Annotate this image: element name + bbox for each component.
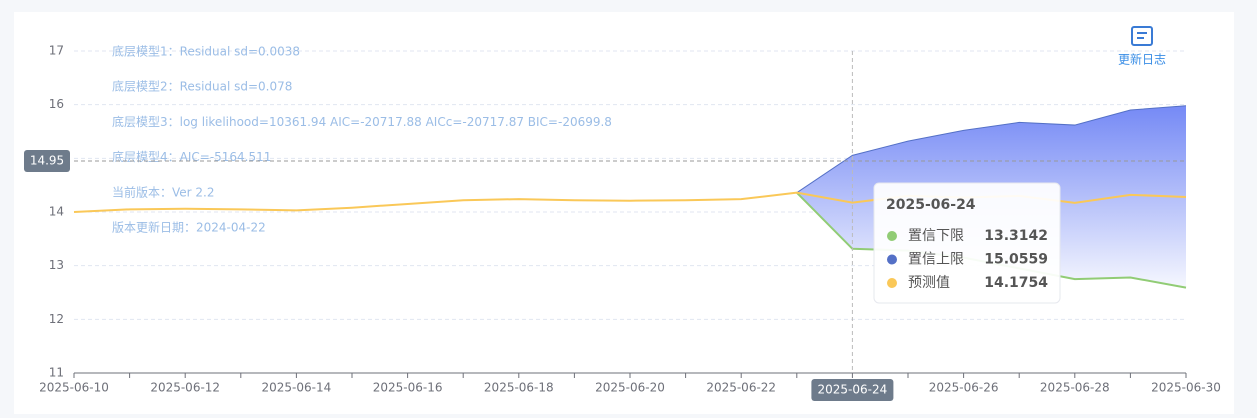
x-tick-label: 2025-06-12 xyxy=(150,381,220,395)
y-tick-label: 13 xyxy=(49,258,64,272)
update-log-button[interactable]: 更新日志 xyxy=(1118,26,1166,67)
annotation: 底层模型4：AIC=-5164.511 xyxy=(112,149,271,164)
x-tick-label: 2025-06-18 xyxy=(484,381,554,395)
annotation: 底层模型3：log likelihood=10361.94 AIC=-20717… xyxy=(112,114,612,129)
y-tick-label: 12 xyxy=(49,312,64,326)
annotation: 底层模型1：Residual sd=0.0038 xyxy=(112,44,300,59)
pointer-y-box xyxy=(24,150,70,173)
x-tick-label: 2025-06-26 xyxy=(929,381,999,395)
button-icon xyxy=(1131,26,1153,46)
tooltip-value: 15.0559 xyxy=(984,252,1048,268)
legend-label: 预测值 xyxy=(908,275,950,291)
x-tick-label: 2025-06-30 xyxy=(1151,381,1221,395)
x-tick-label: 2025-06-16 xyxy=(373,381,443,395)
legend-dot xyxy=(887,254,897,265)
pointer-x-box xyxy=(811,379,894,401)
series-line xyxy=(796,105,1187,194)
button-label[interactable]: 更新日志 xyxy=(1118,52,1166,67)
legend-label: 置信下限 xyxy=(908,228,964,244)
pointer-y-label: 14.95 xyxy=(30,154,64,168)
y-tick-label: 11 xyxy=(49,366,64,380)
tooltip-title: 2025-06-24 xyxy=(886,197,976,213)
legend-dot xyxy=(887,231,897,241)
legend-label: 置信上限 xyxy=(908,252,964,268)
annotation: 当前版本：Ver 2.2 xyxy=(112,184,215,199)
x-tick-label: 2025-06-28 xyxy=(1040,381,1110,395)
x-tick-label: 2025-06-20 xyxy=(595,381,665,395)
pointer-x-label: 2025-06-24 xyxy=(818,383,888,397)
x-tick-label: 2025-06-10 xyxy=(39,381,109,395)
legend-dot xyxy=(887,278,897,288)
tooltip-value: 14.1754 xyxy=(984,275,1048,291)
annotation: 底层模型2：Residual sd=0.078 xyxy=(112,79,292,94)
x-tick-label: 2025-06-14 xyxy=(262,381,332,395)
y-tick-label: 17 xyxy=(49,44,64,58)
tooltip-box xyxy=(873,182,1061,304)
tooltip-value: 13.3142 xyxy=(984,228,1048,244)
y-tick-label: 14 xyxy=(49,205,64,219)
x-tick-label: 2025-06-22 xyxy=(706,381,776,395)
tooltip: 2025-06-24 置信下限 13.3142 置信上限 15.0559 预测值 14.17… xyxy=(873,182,1061,304)
y-tick-label: 16 xyxy=(49,97,64,111)
annotation: 版本更新日期：2024-04-22 xyxy=(112,220,266,235)
